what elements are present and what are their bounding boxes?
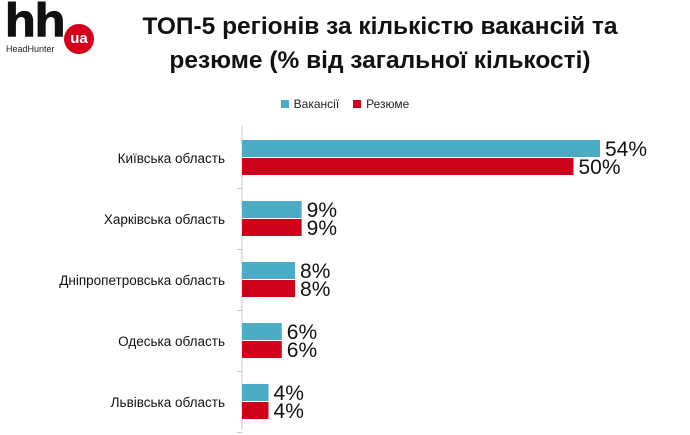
legend-item-resumes: Резюме: [353, 97, 409, 111]
logo-ua-badge: ua: [64, 24, 94, 54]
legend-label-resumes: Резюме: [366, 97, 410, 111]
logo-hh-text: hh: [4, 0, 66, 48]
chart-title-line-1: ТОП-5 регіонів за кількістю вакансій та: [142, 13, 618, 40]
bar-vacancies: [242, 384, 269, 401]
legend-label-vacancies: Вакансії: [293, 97, 340, 111]
data-label-resumes: 4%: [274, 400, 304, 423]
bar-resumes: [242, 158, 574, 175]
data-label-resumes: 9%: [307, 217, 337, 240]
category-label: Київська область: [118, 151, 225, 166]
bar-resumes: [242, 402, 269, 419]
bar-resumes: [242, 280, 296, 297]
bar-vacancies: [242, 140, 600, 157]
bar-resumes: [242, 219, 302, 236]
data-label-vacancies: 8%: [300, 260, 330, 283]
bar-vacancies: [242, 262, 296, 279]
bar-vacancies: [242, 323, 282, 340]
category-label: Одеська область: [118, 334, 225, 349]
chart-title-line-2: резюме (% від загальної кількості): [169, 47, 591, 74]
legend-swatch-resumes: [353, 100, 362, 108]
legend-swatch-vacancies: [280, 100, 289, 108]
data-label-vacancies: 6%: [287, 321, 317, 344]
category-label: Харківська область: [104, 212, 225, 227]
category-label: Дніпропетровська область: [59, 273, 225, 288]
data-label-resumes: 8%: [300, 278, 330, 301]
bar-vacancies: [242, 201, 302, 218]
data-label-resumes: 50%: [578, 156, 620, 179]
chart-title: ТОП-5 регіонів за кількістю вакансій та …: [100, 10, 660, 78]
bar-resumes: [242, 341, 282, 358]
headhunter-logo: hh ua HeadHunter: [4, 0, 96, 56]
data-label-vacancies: 9%: [307, 199, 337, 222]
chart-legend: Вакансії Резюме: [0, 97, 690, 111]
data-label-resumes: 6%: [287, 339, 317, 362]
logo-subtitle: HeadHunter: [6, 44, 55, 54]
data-label-vacancies: 4%: [274, 382, 304, 405]
data-label-vacancies: 54%: [605, 138, 647, 161]
category-label: Львівська область: [111, 395, 225, 410]
legend-item-vacancies: Вакансії: [280, 97, 340, 111]
